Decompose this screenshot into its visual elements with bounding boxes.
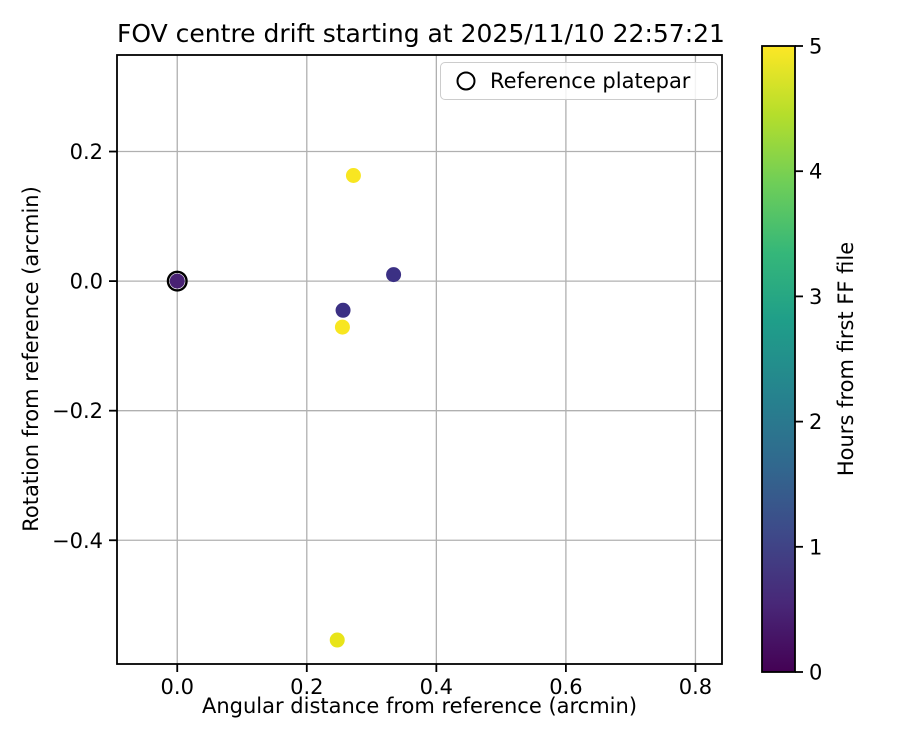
y-tick-label: 0.2 <box>70 140 103 164</box>
colorbar-tick-label: 5 <box>809 35 822 59</box>
x-tick-label: 0.6 <box>549 675 582 699</box>
colorbar-label: Hours from first FF file <box>834 241 858 477</box>
reference-platepar-marker-icon <box>456 71 476 91</box>
x-tick-label: 0.8 <box>679 675 712 699</box>
data-point <box>329 632 345 648</box>
colorbar-tick-label: 2 <box>809 410 822 434</box>
data-point <box>334 319 350 335</box>
x-tick-label: 0.0 <box>161 675 194 699</box>
y-tick-label: 0.0 <box>70 270 103 294</box>
x-tick-label: 0.2 <box>290 675 323 699</box>
x-tick-label: 0.4 <box>420 675 453 699</box>
y-axis-label: Rotation from reference (arcmin) <box>19 186 43 532</box>
data-point <box>169 273 185 289</box>
colorbar-tick-label: 4 <box>809 160 822 184</box>
data-point <box>345 168 361 184</box>
data-point <box>335 302 351 318</box>
colorbar-gradient <box>762 46 795 672</box>
colorbar-tick-label: 3 <box>809 285 822 309</box>
axes-border <box>116 54 723 665</box>
legend-label: Reference platepar <box>490 69 691 93</box>
data-point <box>386 267 402 283</box>
x-axis-label: Angular distance from reference (arcmin) <box>201 694 638 718</box>
colorbar-tick-label: 1 <box>809 535 822 559</box>
colorbar-border <box>761 45 796 673</box>
y-tick-label: −0.4 <box>52 529 103 553</box>
reference-marker-ring <box>166 270 188 292</box>
legend: Reference platepar <box>440 62 718 100</box>
y-tick-label: −0.2 <box>52 399 103 423</box>
chart-title: FOV centre drift starting at 2025/11/10 … <box>117 19 725 48</box>
colorbar-tick-label: 0 <box>809 661 822 685</box>
